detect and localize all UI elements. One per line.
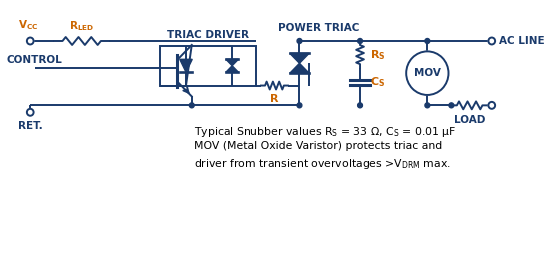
- Text: RET.: RET.: [18, 121, 43, 131]
- Text: CONTROL: CONTROL: [6, 55, 62, 65]
- Text: V$_{\mathregular{CC}}$: V$_{\mathregular{CC}}$: [18, 18, 39, 32]
- Text: driver from transient overvoltages >V$_{\mathregular{DRM}}$ max.: driver from transient overvoltages >V$_{…: [194, 157, 451, 171]
- Text: MOV (Metal Oxide Varistor) protects triac and: MOV (Metal Oxide Varistor) protects tria…: [194, 141, 442, 151]
- Polygon shape: [226, 66, 238, 72]
- Text: R$_{\mathregular{S}}$: R$_{\mathregular{S}}$: [369, 48, 385, 62]
- Polygon shape: [226, 59, 238, 66]
- Polygon shape: [290, 63, 309, 73]
- Circle shape: [27, 38, 34, 45]
- Circle shape: [189, 103, 194, 108]
- Circle shape: [297, 103, 302, 108]
- Text: POWER TRIAC: POWER TRIAC: [278, 23, 359, 33]
- Circle shape: [425, 39, 430, 43]
- Circle shape: [358, 39, 362, 43]
- Circle shape: [488, 38, 495, 45]
- Circle shape: [358, 103, 362, 108]
- Circle shape: [27, 109, 34, 116]
- Polygon shape: [180, 59, 192, 72]
- Text: R$_{\mathregular{LED}}$: R$_{\mathregular{LED}}$: [69, 19, 95, 33]
- Text: LOAD: LOAD: [454, 115, 486, 125]
- Text: C$_{\mathregular{S}}$: C$_{\mathregular{S}}$: [369, 75, 385, 89]
- Polygon shape: [290, 53, 309, 63]
- Circle shape: [488, 102, 495, 109]
- Circle shape: [425, 103, 430, 108]
- Text: MOV: MOV: [414, 68, 441, 78]
- Text: R: R: [270, 94, 279, 104]
- Text: TRIAC DRIVER: TRIAC DRIVER: [167, 30, 249, 40]
- Text: Typical Snubber values R$_{\mathregular{S}}$ = 33 Ω, C$_{\mathregular{S}}$ = 0.0: Typical Snubber values R$_{\mathregular{…: [194, 125, 456, 139]
- FancyBboxPatch shape: [160, 46, 256, 86]
- Circle shape: [406, 52, 448, 95]
- Circle shape: [449, 103, 454, 108]
- Circle shape: [297, 39, 302, 43]
- Text: AC LINE: AC LINE: [499, 36, 545, 46]
